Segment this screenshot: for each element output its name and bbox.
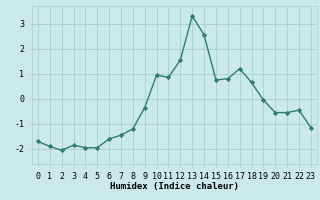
X-axis label: Humidex (Indice chaleur): Humidex (Indice chaleur) xyxy=(110,182,239,191)
